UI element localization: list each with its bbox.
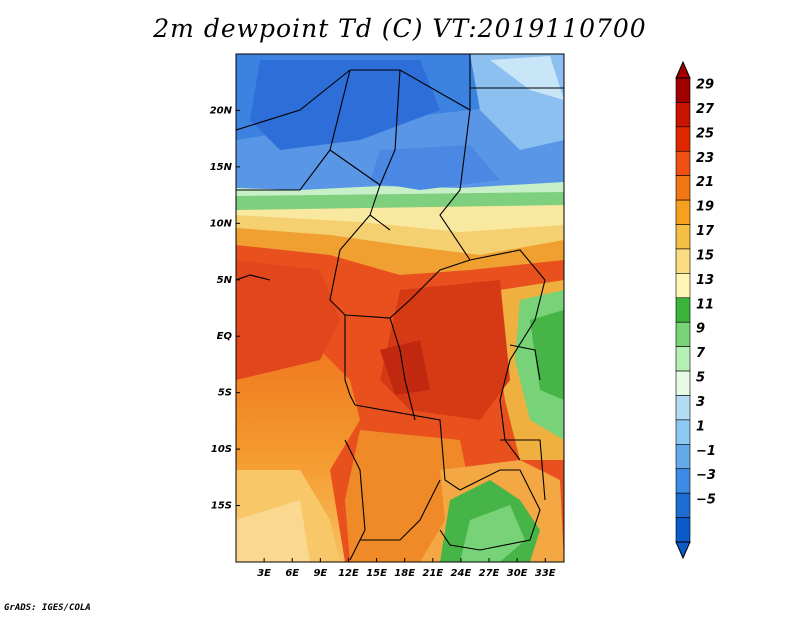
credit-text: GrADS: IGES/COLA (4, 603, 91, 613)
border-north (236, 54, 471, 131)
lat-tick-label: 10N (210, 218, 233, 229)
colorbar-label: 7 (696, 346, 706, 361)
colorbar-label: 27 (696, 102, 715, 117)
lon-tick-label: 24E (451, 568, 472, 579)
colorbar-bottom-arrow (675, 541, 691, 560)
colorbar-label: 9 (696, 322, 705, 337)
lat-tick-label: 5N (217, 275, 233, 286)
border-angola-west (344, 439, 366, 561)
colorbar-swatch (675, 77, 691, 103)
chart-title: 2m dewpoint Td (C) VT:2019110700 (153, 14, 647, 43)
border-tanzania (500, 439, 546, 501)
lon-tick-label: 18E (394, 568, 415, 579)
colorbar-label: −1 (696, 444, 716, 459)
colorbar-swatch (675, 468, 691, 494)
lat-tick-label: 20N (210, 105, 233, 116)
lon-tick-label: 33E (535, 568, 556, 579)
lon-tick-label: 30E (507, 568, 528, 579)
west-coast-red (236, 260, 340, 380)
border-congo (389, 317, 416, 421)
border-gabon (344, 315, 356, 406)
border-zambia (439, 469, 541, 551)
red-sea-pale (490, 56, 564, 100)
border-west-coast (236, 274, 271, 281)
colorbar-swatch (675, 126, 691, 152)
colorbar-label: 29 (696, 77, 714, 92)
colorbar-label: 1 (696, 419, 705, 434)
lat-tick-label: EQ (217, 331, 233, 342)
border-libya-chad (379, 69, 401, 186)
central-basin-dark (380, 340, 430, 395)
lat-tick-label: 15S (211, 501, 232, 512)
colorbar-label: 25 (696, 126, 714, 141)
country-borders (236, 54, 564, 561)
dewpoint-field (236, 54, 564, 562)
south-central-orange (345, 430, 470, 562)
lon-tick-label: 12E (338, 568, 359, 579)
colorbar-label: 3 (696, 395, 705, 410)
lon-tick-label: 6E (285, 568, 299, 579)
colorbar-swatch (675, 297, 691, 323)
lon-tick-label: 3E (257, 568, 271, 579)
longitude-axis: 3E 6E 9E 12E 15E 18E 21E 24E 27E 30E 33E (257, 558, 556, 579)
colorbar-top-arrow (675, 60, 691, 79)
colorbar-label: 11 (696, 297, 714, 312)
green-southeast-light (460, 505, 525, 562)
colorbar-label: −5 (696, 493, 716, 508)
colorbar-swatch (675, 492, 691, 518)
colorbar-swatch (675, 321, 691, 347)
colorbar-swatch (675, 150, 691, 176)
border-chad-sudan (439, 109, 471, 261)
colorbar-label: 13 (696, 273, 714, 288)
lon-tick-label: 15E (366, 568, 387, 579)
south-west-lightest (236, 500, 310, 562)
colorbar-swatch (675, 370, 691, 396)
colorbar-label: 5 (696, 371, 705, 386)
colorbar-label: 23 (696, 151, 714, 166)
lake-victoria (509, 344, 541, 381)
colorbar-label: 15 (696, 248, 714, 263)
border-central (329, 214, 546, 319)
lat-tick-label: 10S (211, 444, 232, 455)
colorbar-swatch (675, 175, 691, 201)
colorbar-swatch (675, 224, 691, 250)
sahel-pale (236, 205, 564, 232)
colorbar-swatch (675, 248, 691, 274)
colorbar-swatch (675, 102, 691, 128)
colorbar-swatch (675, 199, 691, 225)
colorbar-swatch (675, 419, 691, 445)
colorbar-swatch (675, 273, 691, 299)
sahara-darkest (250, 60, 440, 150)
colorbar-swatch (675, 517, 691, 543)
border-angola-south (360, 479, 441, 541)
colorbar-swatch (675, 395, 691, 421)
border-niger-chad (329, 149, 391, 231)
colorbar-label: −3 (696, 468, 716, 483)
colorbar-label: 19 (696, 200, 714, 215)
east-highlands-dark-green (530, 310, 564, 400)
chad-blue (370, 145, 500, 190)
lon-tick-label: 21E (422, 568, 443, 579)
border-niger-west (236, 69, 351, 191)
latitude-axis: 20N 15N 10N 5N EQ 5S 10S 15S (210, 105, 240, 512)
lon-tick-label: 9E (313, 568, 327, 579)
lat-tick-label: 5S (218, 388, 232, 399)
colorbar-swatch (675, 346, 691, 372)
colorbar-swatch (675, 444, 691, 470)
colorbar: 29 27 25 23 21 19 17 15 13 11 9 7 5 3 1 −1 −3 −5 (675, 60, 716, 560)
map-frame (235, 53, 565, 563)
lat-tick-label: 15N (210, 162, 233, 173)
lon-tick-label: 27E (479, 568, 500, 579)
colorbar-label: 21 (696, 175, 714, 190)
border-east (499, 279, 546, 461)
border-angola-north (354, 404, 461, 491)
colorbar-label: 17 (696, 224, 715, 239)
